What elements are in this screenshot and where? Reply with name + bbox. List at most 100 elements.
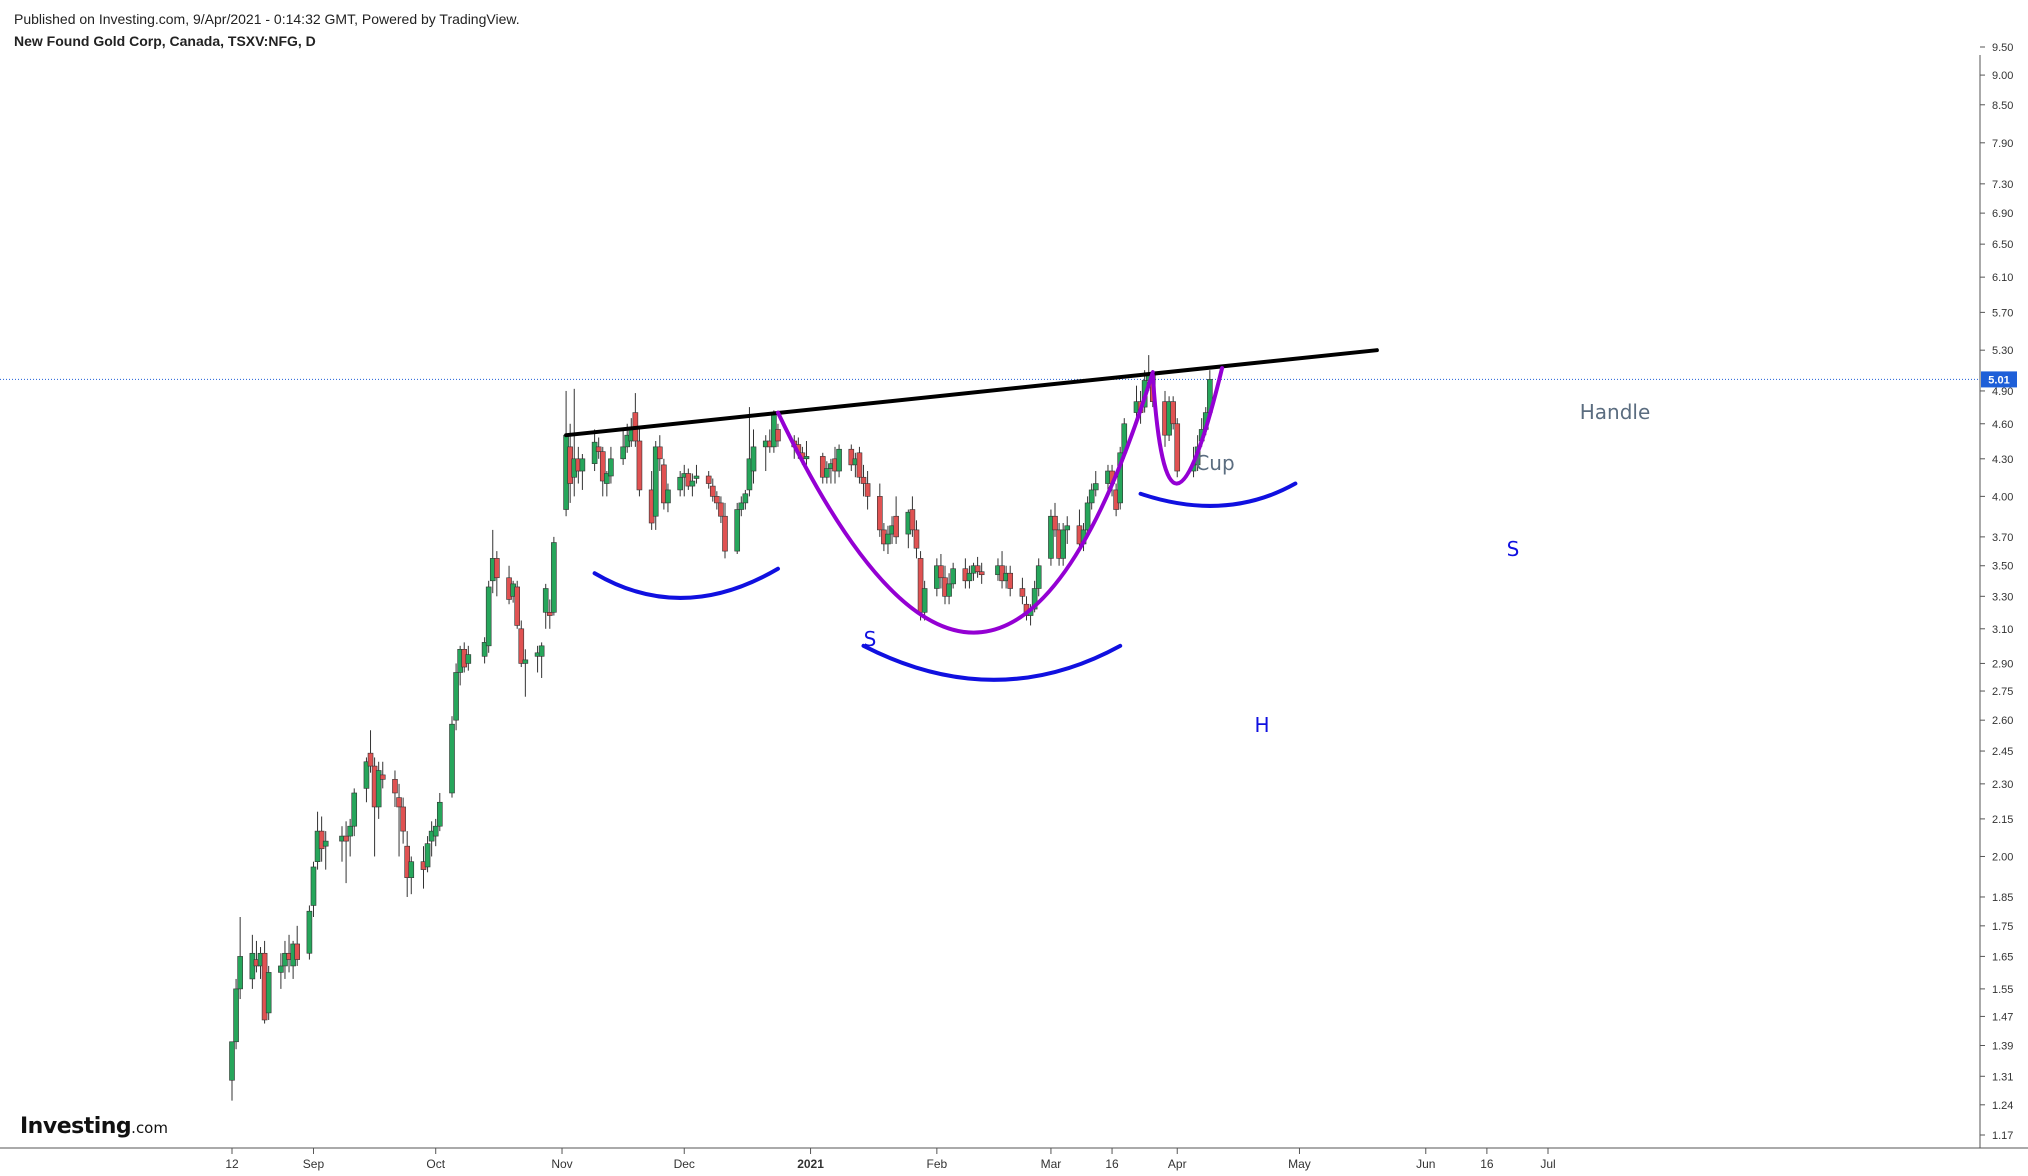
time-tick-label: Sep xyxy=(303,1157,325,1171)
price-tick-label: 6.10 xyxy=(1992,272,2013,284)
candle-body xyxy=(351,792,358,827)
candle-body xyxy=(885,533,891,545)
candle-body xyxy=(750,446,757,472)
candle-body xyxy=(819,456,826,478)
price-tick-label: 3.10 xyxy=(1992,624,2013,636)
price-tick-label: 7.90 xyxy=(1992,138,2013,150)
candle-body xyxy=(893,515,899,538)
price-tick-label: 1.65 xyxy=(1992,951,2013,963)
published-note: Published on Investing.com, 9/Apr/2021 -… xyxy=(14,11,520,27)
candle-body xyxy=(1007,572,1013,589)
candle-body xyxy=(1019,588,1026,597)
candle-body xyxy=(1084,502,1091,531)
time-tick-label: May xyxy=(1288,1157,1311,1171)
candle-body xyxy=(705,475,712,484)
candle-body xyxy=(938,565,944,579)
time-tick-label: Oct xyxy=(426,1157,445,1171)
candle-body xyxy=(265,972,272,1014)
annotations-layer: Cup Handle S H S xyxy=(564,348,1650,737)
candle-body xyxy=(322,840,329,847)
candle-body xyxy=(294,943,300,960)
price-tick-label: 3.70 xyxy=(1992,532,2013,544)
candles-layer xyxy=(229,355,1213,1101)
price-tick-label: 2.00 xyxy=(1992,851,2013,863)
candle-body xyxy=(379,774,386,780)
candle-body xyxy=(485,586,492,647)
time-axis: 12 Sep Oct Nov Dec 2021 Feb Mar 16 Apr May Jun 16 Jul xyxy=(225,1148,1556,1171)
price-tick-label: 4.30 xyxy=(1992,454,2013,466)
candle-body xyxy=(424,843,431,868)
candle-body xyxy=(595,446,602,452)
candle-body xyxy=(343,835,349,842)
price-tick-label: 4.00 xyxy=(1992,491,2013,503)
candle-body xyxy=(1052,515,1058,531)
candle-body xyxy=(718,502,724,517)
time-tick-label: 16 xyxy=(1105,1157,1119,1171)
price-tick-label: 1.55 xyxy=(1992,984,2013,996)
candle-body xyxy=(1092,483,1099,491)
price-tick-label: 8.50 xyxy=(1992,100,2013,112)
candle-body xyxy=(1170,401,1176,425)
candle-body xyxy=(803,456,810,460)
candle-body xyxy=(449,723,455,794)
candle-body xyxy=(310,866,317,906)
price-tick-label: 1.24 xyxy=(1992,1100,2013,1112)
left-shoulder-label: S xyxy=(864,627,877,651)
candle-body xyxy=(347,825,353,837)
price-tick-label: 1.39 xyxy=(1992,1040,2013,1052)
time-tick-label: Dec xyxy=(674,1157,695,1171)
cup-label: Cup xyxy=(1195,451,1234,475)
candle-body xyxy=(432,825,439,837)
investing-logo[interactable]: Investing.com xyxy=(20,1114,168,1139)
candle-body xyxy=(946,583,952,597)
candle-body xyxy=(1117,452,1123,504)
candle-body xyxy=(237,956,243,990)
price-tick-label: 6.90 xyxy=(1992,208,2013,220)
time-tick-label: Apr xyxy=(1168,1157,1187,1171)
candle-body xyxy=(518,628,525,664)
candle-body xyxy=(375,770,382,808)
price-tick-label: 1.85 xyxy=(1992,892,2013,904)
candle-body xyxy=(689,480,696,487)
last-price-badge xyxy=(1981,371,2017,388)
candle-body xyxy=(836,448,842,472)
price-tick-label: 9.00 xyxy=(1992,70,2013,82)
candle-body xyxy=(657,446,663,460)
candle-body xyxy=(400,806,406,832)
right-shoulder-arc xyxy=(1138,481,1298,508)
candle-body xyxy=(608,458,614,477)
candle-body xyxy=(1060,529,1066,559)
candle-body xyxy=(522,659,529,664)
candle-body xyxy=(546,611,553,616)
chart-header: Published on Investing.com, 9/Apr/2021 -… xyxy=(14,9,520,51)
candle-body xyxy=(1088,489,1095,504)
candle-body xyxy=(514,586,521,626)
candle-body xyxy=(579,458,586,472)
candle-body xyxy=(877,496,883,531)
candle-body xyxy=(722,515,728,552)
time-tick-label: Jun xyxy=(1416,1157,1435,1171)
candle-body xyxy=(775,429,781,442)
candle-body xyxy=(278,965,284,973)
price-tick-label: 2.15 xyxy=(1992,814,2013,826)
candle-body xyxy=(685,473,692,487)
price-tick-label: 2.75 xyxy=(1992,686,2013,698)
candle-body xyxy=(465,654,472,664)
price-axis: 9.50 9.00 8.50 7.90 7.30 6.90 6.50 6.10 5.70 5.30… xyxy=(1980,42,2017,1142)
candle-body xyxy=(229,1041,235,1081)
candle-body xyxy=(1048,515,1054,559)
head-arc xyxy=(861,643,1123,682)
logo-brand: Investing xyxy=(20,1114,132,1139)
price-tick-label: 3.30 xyxy=(1992,591,2013,603)
time-tick-label: Feb xyxy=(927,1157,948,1171)
candle-body xyxy=(921,588,928,613)
candle-body xyxy=(306,910,313,954)
price-tick-label: 1.75 xyxy=(1992,921,2013,933)
candle-body xyxy=(453,672,459,721)
candle-body xyxy=(604,473,610,484)
candle-body xyxy=(1064,525,1071,531)
time-tick-label: 16 xyxy=(1480,1157,1494,1171)
price-tick-label: 6.50 xyxy=(1992,239,2013,251)
last-price-label: 5.01 xyxy=(1988,374,2009,386)
